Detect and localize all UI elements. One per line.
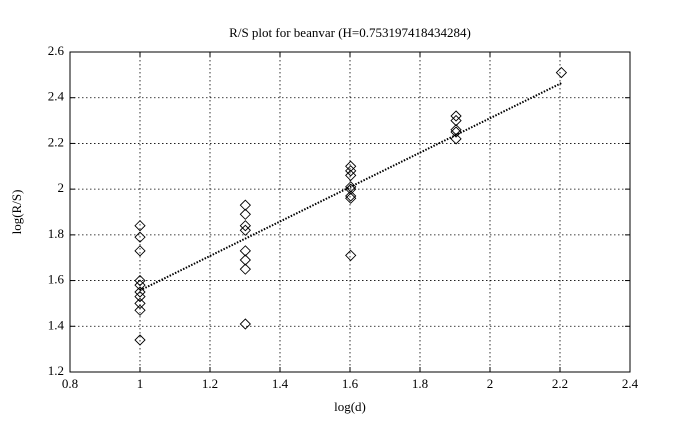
x-tick-label: 2 [487, 376, 494, 391]
chart-title: R/S plot for beanvar (H=0.75319741843428… [229, 25, 471, 40]
x-tick-label: 1.8 [412, 376, 428, 391]
marker [450, 126, 462, 138]
marker [345, 160, 357, 172]
marker [134, 274, 146, 287]
marker [239, 254, 251, 266]
marker [450, 110, 462, 122]
x-tick-label: 2.2 [552, 376, 568, 391]
y-tick-label: 1.4 [48, 317, 65, 332]
x-axis-label: log(d) [334, 399, 366, 414]
x-tick-label: 1.2 [202, 376, 218, 391]
marker [239, 224, 251, 236]
marker [450, 114, 462, 127]
marker [239, 263, 251, 275]
y-tick-label: 1.8 [48, 226, 64, 241]
y-tick-label: 1.2 [48, 363, 64, 378]
marker [239, 208, 251, 220]
x-tick-label: 1.6 [342, 376, 359, 391]
y-axis-label: log(R/S) [9, 190, 24, 235]
marker [345, 165, 357, 177]
x-tick-label: 1.4 [272, 376, 289, 391]
marker [555, 66, 568, 79]
y-tick-label: 2.2 [48, 134, 64, 149]
y-tick-label: 1.6 [48, 272, 65, 287]
marker [134, 297, 146, 310]
plot-frame [69, 51, 631, 373]
marker [134, 334, 146, 346]
marker [345, 192, 357, 204]
x-tick-label: 2.4 [622, 376, 639, 391]
marker [134, 220, 146, 232]
marker [239, 199, 251, 211]
x-tick-label: 0.8 [62, 376, 78, 391]
y-tick-label: 2.6 [48, 43, 65, 58]
y-tick-label: 2 [58, 180, 65, 195]
marker [239, 318, 251, 330]
marker [134, 290, 146, 303]
fit-line [139, 82, 562, 292]
marker [345, 249, 357, 262]
marker [134, 231, 146, 243]
marker [239, 220, 251, 232]
marker [134, 304, 146, 316]
marker [345, 190, 357, 202]
x-tick-label: 1 [137, 376, 144, 391]
y-tick-label: 2.4 [48, 89, 65, 104]
marker [239, 245, 251, 257]
marker [134, 286, 146, 298]
marker [134, 245, 146, 257]
marker [345, 169, 357, 182]
